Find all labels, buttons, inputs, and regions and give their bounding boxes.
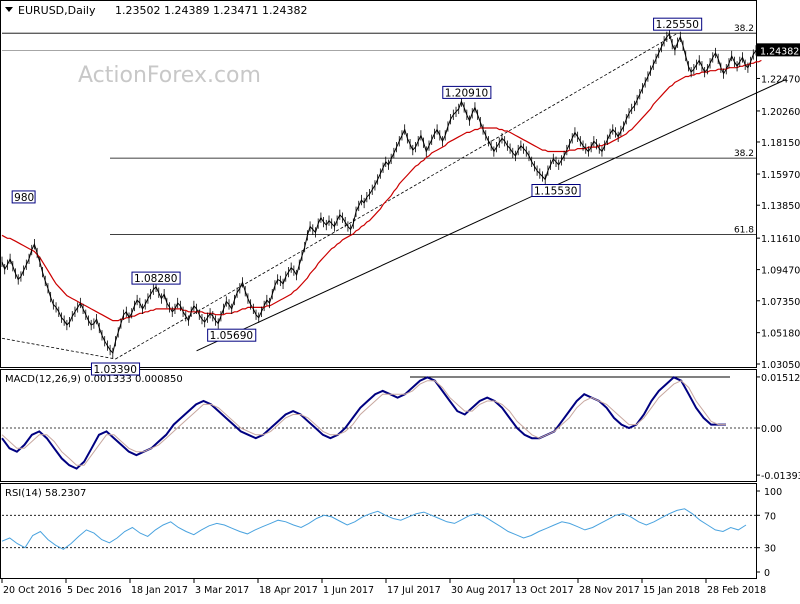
moving-average-line <box>1 59 762 322</box>
price-tag-box <box>90 362 141 376</box>
x-axis-label: 28 Feb 2018 <box>707 585 766 596</box>
symbol-label: EURUSD,Daily <box>18 4 96 17</box>
trendline-dashed <box>115 32 678 360</box>
price-tag-box <box>207 328 257 342</box>
macd-signal-line <box>1 380 726 466</box>
x-axis-label: 20 Oct 2016 <box>3 585 62 596</box>
price-layer: 38.2 38.2 61.8 1.25550 1.20910 1.15530 1.08280… <box>1 17 786 376</box>
price-tag-box <box>531 184 581 198</box>
x-axis-label: 17 Jul 2017 <box>387 585 441 596</box>
price-axis-label: 1.18150 <box>761 138 800 149</box>
x-axis-label: 30 Aug 2017 <box>451 585 512 596</box>
price-axis-label: 1.11610 <box>761 234 800 245</box>
price-tag-box <box>131 271 181 285</box>
x-axis-label: 28 Nov 2017 <box>579 585 640 596</box>
price-tag-box <box>442 85 492 99</box>
price-axis-label: 1.05180 <box>761 329 800 340</box>
rsi-axis-label: 0 <box>764 568 770 579</box>
price-tag-label: 1.05690 <box>210 330 253 342</box>
price-axis-label: 1.15970 <box>761 170 800 181</box>
price-tag-box <box>11 190 36 204</box>
rsi-title: RSI(14) 58.2307 <box>5 488 86 499</box>
price-tag-label: 1.25550 <box>656 19 699 31</box>
fib-level-label: 61.8 <box>734 226 754 236</box>
fib-level-label: 38.2 <box>734 24 754 34</box>
price-tag-label: 1.20910 <box>445 87 488 99</box>
rsi-line <box>1 508 747 550</box>
rsi-panel-frame <box>0 483 757 579</box>
price-tag-label: 980 <box>14 192 34 204</box>
current-price-box <box>757 43 800 57</box>
x-axis-label: 3 Mar 2017 <box>195 585 249 596</box>
price-axis-label: 1.20260 <box>761 107 800 118</box>
macd-line <box>1 376 726 470</box>
price-axis-label: 1.09470 <box>761 266 800 277</box>
x-axis-label: 15 Jan 2018 <box>643 585 700 596</box>
ohlc-label: 1.23502 1.24389 1.23471 1.24382 <box>115 4 307 17</box>
rsi-axis-label: 30 <box>764 544 776 555</box>
price-tag-box <box>653 17 703 31</box>
macd-axis-label: -0.01393 <box>761 471 800 482</box>
dropdown-triangle-icon[interactable] <box>5 7 13 12</box>
price-axis-label: 1.03050 <box>761 360 800 371</box>
price-axis-label: 1.07350 <box>761 297 800 308</box>
x-axis-label: 13 Oct 2017 <box>515 585 574 596</box>
macd-title: MACD(12,26,9) 0.001333 0.000850 <box>5 374 183 385</box>
current-price-label: 1.24382 <box>760 46 799 57</box>
macd-layer <box>1 376 756 470</box>
price-tag-label: 1.15530 <box>534 186 577 198</box>
price-axis-label: 1.13850 <box>761 201 800 212</box>
watermark: ActionForex.com <box>78 63 261 88</box>
x-axis-label: 1 Jun 2017 <box>323 585 374 596</box>
price-tag-label: 1.08280 <box>134 273 177 285</box>
macd-axis-label: 0.00 <box>761 424 782 435</box>
trendline-dashed <box>1 337 116 360</box>
x-axis-label: 5 Dec 2016 <box>67 585 122 596</box>
price-panel-frame <box>0 0 757 368</box>
rsi-layer <box>1 508 756 550</box>
price-axis-label: 1.22470 <box>761 74 800 85</box>
price-line <box>1 32 757 355</box>
price-tag-label: 1.03390 <box>93 364 136 376</box>
macd-panel-frame <box>0 369 757 482</box>
x-axis-label: 18 Jan 2017 <box>131 585 188 596</box>
rsi-axis-label: 70 <box>764 511 776 522</box>
trendline-solid <box>196 79 786 352</box>
fib-level-label: 38.2 <box>734 149 754 159</box>
axis-layer: 1.24382 1.22470 1.20260 1.18150 1.15970 1.138… <box>1 43 800 596</box>
macd-axis-label: 0.01512 <box>761 373 800 384</box>
x-axis-label: 18 Apr 2017 <box>259 585 318 596</box>
rsi-axis-label: 100 <box>764 487 782 498</box>
